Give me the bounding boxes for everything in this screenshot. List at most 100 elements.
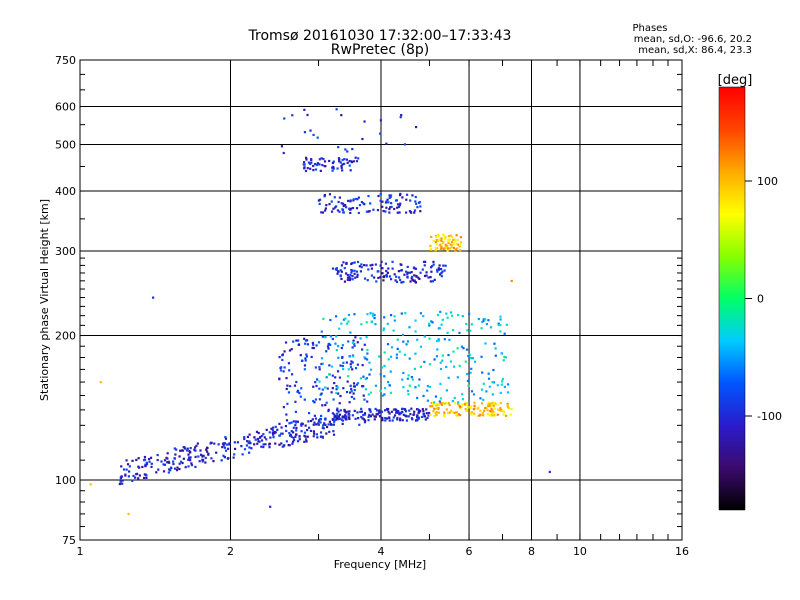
data-point — [260, 445, 263, 448]
data-point — [303, 364, 307, 367]
data-point — [278, 378, 281, 381]
data-point — [459, 236, 462, 239]
data-point — [494, 354, 497, 357]
data-point — [360, 200, 364, 204]
data-point — [187, 458, 190, 461]
data-point — [393, 414, 397, 417]
data-point — [381, 200, 384, 203]
data-point — [306, 113, 309, 117]
data-point — [500, 410, 503, 413]
data-point — [472, 393, 476, 396]
data-point — [363, 277, 367, 280]
data-point — [430, 235, 433, 239]
data-point — [336, 167, 339, 170]
data-point — [465, 322, 468, 326]
data-point — [156, 458, 159, 462]
data-point — [487, 372, 490, 375]
data-point — [328, 193, 332, 196]
data-point — [433, 358, 436, 361]
data-point — [337, 415, 340, 418]
data-point — [303, 431, 307, 434]
data-point — [317, 341, 321, 344]
data-point — [490, 402, 493, 405]
data-point — [401, 410, 404, 414]
y-axis-label: Stationary phase Virtual Height [km] — [38, 199, 51, 401]
data-point — [349, 207, 352, 210]
data-point — [217, 443, 220, 446]
data-point — [445, 312, 448, 315]
data-point — [416, 338, 419, 341]
data-point — [323, 336, 326, 339]
data-point — [313, 421, 316, 424]
data-point — [348, 160, 351, 163]
data-point — [347, 368, 350, 371]
data-point — [120, 475, 123, 478]
data-point — [461, 403, 464, 406]
data-point — [352, 355, 355, 358]
data-point — [349, 273, 352, 277]
data-point — [423, 264, 426, 267]
data-point — [379, 275, 382, 279]
data-point — [408, 271, 411, 274]
data-point — [421, 408, 424, 411]
data-point — [355, 160, 359, 163]
data-point — [172, 462, 175, 466]
data-point — [365, 210, 368, 213]
data-point — [419, 365, 422, 368]
data-point — [443, 414, 446, 418]
data-point — [413, 367, 417, 370]
data-point — [443, 413, 446, 416]
data-point — [497, 322, 500, 325]
data-point — [464, 407, 467, 411]
data-point — [342, 367, 345, 371]
data-point — [459, 405, 462, 409]
data-point — [470, 323, 473, 326]
x-tick-label: 1 — [77, 545, 84, 558]
data-point — [318, 380, 321, 383]
data-point — [337, 410, 340, 413]
y-tick-label: 750 — [55, 54, 76, 67]
data-point — [400, 312, 403, 315]
data-point — [383, 316, 386, 319]
data-point — [353, 269, 356, 272]
data-point — [458, 331, 461, 334]
data-point — [406, 377, 409, 380]
data-point — [412, 266, 416, 269]
data-point — [278, 443, 281, 446]
data-point — [333, 416, 336, 419]
data-point — [271, 429, 274, 432]
data-point — [291, 440, 295, 443]
data-point — [331, 267, 335, 270]
data-point — [389, 391, 393, 394]
data-point — [380, 418, 383, 421]
data-point — [441, 354, 444, 357]
data-point — [396, 418, 399, 421]
data-point — [280, 432, 283, 435]
y-tick-label: 200 — [55, 330, 76, 343]
data-point — [349, 199, 352, 202]
data-point — [414, 330, 417, 333]
data-point — [438, 264, 441, 267]
data-point — [493, 402, 497, 405]
data-point — [372, 208, 375, 211]
data-point — [319, 414, 323, 418]
data-point — [283, 350, 286, 353]
data-point — [490, 407, 493, 410]
data-point — [338, 413, 342, 416]
data-point — [379, 264, 382, 267]
x-axis-label: Frequency [MHz] — [334, 558, 426, 571]
data-point — [419, 271, 422, 274]
data-point — [446, 247, 450, 250]
data-point — [205, 450, 209, 453]
data-point — [265, 438, 268, 441]
data-point — [437, 267, 440, 270]
data-point — [224, 449, 228, 452]
data-point — [431, 280, 435, 283]
data-point — [324, 207, 327, 210]
data-point — [309, 162, 312, 165]
data-point — [419, 205, 422, 208]
data-point — [471, 357, 474, 360]
data-point — [182, 457, 185, 460]
data-point — [344, 317, 347, 320]
data-point — [318, 387, 321, 390]
